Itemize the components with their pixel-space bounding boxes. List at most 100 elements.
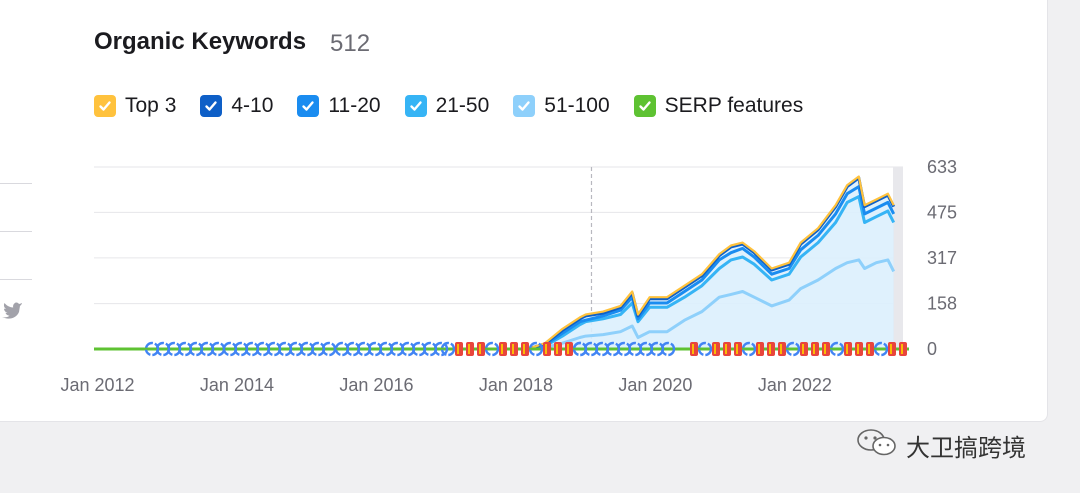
- google-marker-icon: [440, 341, 456, 357]
- google-marker-icon: [188, 341, 204, 357]
- series-line-51-100: [527, 258, 896, 351]
- feature-marker-icon: [479, 344, 481, 354]
- google-marker-icon: [638, 341, 654, 357]
- google-marker-icon: [266, 341, 282, 357]
- y-tick-label: 633: [927, 157, 957, 177]
- feature-marker-icon: [901, 344, 903, 354]
- feature-marker-icon: [890, 344, 892, 354]
- x-tick-label: Jan 2018: [479, 375, 553, 395]
- google-marker-icon: [345, 341, 361, 357]
- feature-marker-icon: [567, 344, 569, 354]
- sidebar-divider: [0, 183, 32, 184]
- google-marker-icon: [166, 341, 182, 357]
- feature-marker-icon: [857, 344, 859, 354]
- series-line-21-50: [527, 195, 896, 351]
- legend-item-4-10[interactable]: 4-10: [200, 94, 273, 118]
- feature-marker-icon: [714, 344, 716, 354]
- legend-item-51-100[interactable]: 51-100: [513, 94, 610, 118]
- checkbox-icon[interactable]: [633, 95, 656, 117]
- y-tick-label: 317: [927, 248, 957, 268]
- watermark-text: 大卫搞跨境: [906, 434, 1026, 462]
- feature-marker-icon: [556, 344, 558, 354]
- google-marker-icon: [155, 341, 171, 357]
- google-marker-icon: [255, 341, 271, 357]
- chart-legend: Top 3 4-10 11-20 21-50 51-100 SERP featu…: [94, 94, 827, 118]
- google-marker-icon: [484, 341, 500, 357]
- x-tick-label: Jan 2014: [200, 375, 274, 395]
- feature-marker-icon: [725, 344, 727, 354]
- google-marker-icon: [310, 341, 326, 357]
- feature-marker-icon: [813, 344, 815, 354]
- google-marker-icon: [199, 341, 215, 357]
- wechat-icon: [856, 428, 898, 463]
- legend-label: 4-10: [231, 94, 274, 117]
- legend-label: SERP features: [664, 94, 804, 117]
- x-tick-label: Jan 2020: [618, 375, 692, 395]
- legend-item-21-50[interactable]: 21-50: [404, 94, 489, 118]
- google-marker-icon: [829, 341, 845, 357]
- y-tick-label: 475: [927, 202, 957, 222]
- google-marker-icon: [299, 341, 315, 357]
- sidebar-divider: [0, 231, 32, 232]
- google-marker-icon: [277, 341, 293, 357]
- feature-marker-icon: [523, 344, 525, 354]
- feature-marker-icon: [769, 344, 771, 354]
- google-marker-icon: [389, 341, 405, 357]
- google-marker-icon: [697, 341, 713, 357]
- checkbox-icon[interactable]: [404, 95, 427, 117]
- series-line-top-3: [527, 175, 895, 351]
- feature-marker-icon: [802, 344, 804, 354]
- legend-item-11-20[interactable]: 11-20: [297, 94, 381, 118]
- google-marker-icon: [873, 341, 889, 357]
- x-tick-label: Jan 2016: [339, 375, 413, 395]
- google-marker-icon: [528, 341, 544, 357]
- feature-marker-icon: [545, 344, 547, 354]
- organic-keywords-card: Organic Keywords 512 Top 3 4-10 11-20 21…: [0, 0, 1048, 422]
- checkbox-icon[interactable]: [94, 95, 116, 117]
- twitter-icon[interactable]: [0, 300, 24, 327]
- google-marker-icon: [422, 341, 438, 357]
- series-line-11-20: [527, 185, 896, 351]
- google-marker-icon: [594, 341, 610, 357]
- feature-marker-icon: [824, 344, 826, 354]
- google-marker-icon: [583, 341, 599, 357]
- checkbox-icon[interactable]: [200, 95, 223, 117]
- current-period-band: [893, 167, 903, 349]
- google-marker-icon: [660, 341, 676, 357]
- google-marker-icon: [741, 341, 757, 357]
- google-marker-icon: [605, 341, 621, 357]
- feature-marker-icon: [868, 344, 870, 354]
- feature-marker-icon: [512, 344, 514, 354]
- x-tick-label: Jan 2012: [60, 375, 134, 395]
- feature-marker-icon: [468, 344, 470, 354]
- feature-marker-icon: [780, 344, 782, 354]
- google-marker-icon: [356, 341, 372, 357]
- x-tick-label: Jan 2022: [758, 375, 832, 395]
- legend-label: Top 3: [125, 94, 177, 117]
- google-marker-icon: [627, 341, 643, 357]
- checkbox-icon[interactable]: [513, 95, 536, 117]
- page-title: Organic Keywords: [94, 28, 307, 55]
- google-marker-icon: [222, 341, 238, 357]
- y-tick-label: 0: [927, 339, 937, 359]
- feature-marker-icon: [846, 344, 848, 354]
- google-marker-icon: [321, 341, 337, 357]
- google-marker-icon: [288, 341, 304, 357]
- sidebar-divider: [0, 279, 32, 280]
- legend-label: 11-20: [328, 94, 381, 117]
- organic-keywords-chart[interactable]: 633 475 317 158 0 Jan 2012 Jan 2014 Jan 2016 Jan…: [0, 0, 1047, 421]
- feature-marker-icon: [758, 344, 760, 354]
- google-marker-icon: [144, 341, 160, 357]
- google-marker-icon: [378, 341, 394, 357]
- google-marker-icon: [334, 341, 350, 357]
- feature-marker-icon: [736, 344, 738, 354]
- google-marker-icon: [177, 341, 193, 357]
- google-marker-icon: [244, 341, 260, 357]
- google-marker-icon: [411, 341, 427, 357]
- legend-item-top3[interactable]: Top 3: [94, 94, 176, 118]
- feature-marker-icon: [692, 344, 694, 354]
- series-line-4-10: [527, 176, 896, 351]
- checkbox-icon[interactable]: [297, 95, 320, 117]
- google-marker-icon: [233, 341, 249, 357]
- legend-item-serp-features[interactable]: SERP features: [633, 94, 804, 118]
